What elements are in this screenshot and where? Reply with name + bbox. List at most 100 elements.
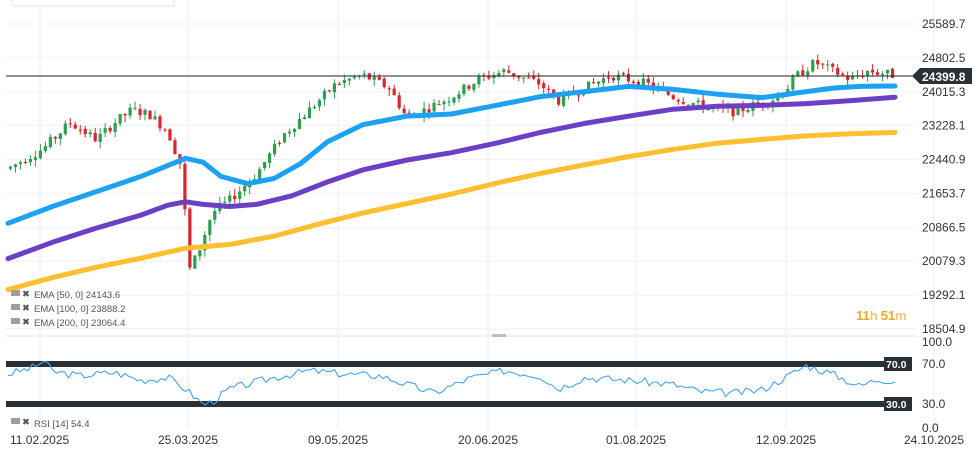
rsi-level-30-tag: 30.0: [884, 397, 912, 411]
candle-body: [611, 77, 616, 81]
rsi-pane: 70.0 30.0 100.0 70.0 30.0 0.0 ✖ RSI [14]…: [6, 335, 952, 435]
candle-body: [322, 90, 327, 100]
candle-body: [527, 77, 531, 79]
legend-item-ema-200[interactable]: ✖ EMA [200, 0] 23064.4: [11, 317, 125, 329]
candle-body: [691, 103, 695, 106]
y-tick-label: 21653.7: [922, 186, 966, 200]
list-icon[interactable]: [11, 318, 20, 324]
candle-body: [133, 107, 137, 109]
list-icon[interactable]: [11, 304, 20, 310]
candle-body: [53, 137, 57, 139]
candle-body: [681, 101, 685, 104]
candle-body: [756, 102, 760, 104]
ema-line-1: [5, 94, 898, 262]
candle-body: [163, 129, 167, 131]
candle-body: [233, 195, 237, 200]
candle-body: [173, 140, 177, 154]
candle-body: [183, 163, 187, 210]
candle-body: [297, 118, 302, 129]
candle-body: [382, 78, 386, 88]
close-icon[interactable]: ✖: [22, 317, 30, 328]
candle-body: [198, 250, 202, 257]
candle-body: [158, 116, 162, 129]
rsi-legend-value: 54.4: [71, 419, 90, 430]
candle-body: [741, 105, 745, 112]
candle-body: [18, 162, 23, 165]
candle-body: [487, 76, 491, 79]
candle-body: [228, 195, 232, 202]
candle-body: [48, 137, 52, 147]
y-tick-label: 19292.1: [922, 288, 966, 302]
candle-body: [258, 169, 262, 180]
candle-body: [123, 113, 127, 116]
candle-body: [377, 76, 381, 80]
candle-body: [671, 95, 675, 100]
candle-body: [776, 97, 780, 101]
candle-body: [432, 102, 436, 112]
candle-body: [387, 88, 391, 90]
candle-body: [168, 129, 172, 141]
pane-resize-handle[interactable]: [492, 334, 506, 337]
candle-body: [442, 101, 446, 105]
svg-text:EMA [100, 0] 23888.2: EMA [100, 0] 23888.2: [34, 304, 125, 315]
legend-item-ema-100[interactable]: ✖ EMA [100, 0] 23888.2: [11, 303, 125, 315]
candle-body: [427, 109, 431, 113]
x-tick-label: 12.09.2025: [756, 433, 816, 447]
candle-body: [562, 93, 566, 106]
x-tick-label: 09.05.2025: [308, 433, 368, 447]
close-icon[interactable]: ✖: [22, 417, 30, 428]
candle-body: [626, 74, 631, 82]
y-tick-label: 22440.9: [922, 153, 966, 167]
candle-body: [337, 84, 341, 86]
svg-text:EMA [50, 0] 24143.6: EMA [50, 0] 24143.6: [34, 290, 120, 301]
legend-name: EMA: [34, 290, 55, 301]
candle-body: [821, 63, 825, 65]
close-icon[interactable]: ✖: [22, 303, 30, 314]
candle-body: [63, 123, 67, 135]
last-price-value: 24399.8: [922, 70, 966, 84]
rsi-level-70-tag: 70.0: [884, 357, 912, 371]
candle-body: [327, 90, 332, 92]
candle-body: [621, 73, 626, 75]
candle-body: [497, 72, 501, 77]
y-tick-label: 20079.3: [922, 254, 966, 268]
list-icon[interactable]: [11, 418, 20, 424]
candle-body: [646, 78, 650, 83]
candle-body: [736, 106, 740, 115]
candle-body: [641, 78, 645, 86]
candle-body: [542, 83, 546, 89]
candle-body: [606, 77, 611, 79]
candle-body: [452, 97, 456, 103]
legend-item-ema-50[interactable]: ✖ EMA [50, 0] 24143.6: [11, 289, 120, 301]
candle-body: [507, 70, 511, 73]
candle-body: [397, 95, 401, 108]
candle-body: [103, 128, 107, 133]
candle-body: [108, 128, 112, 132]
last-price-tag: 24399.8: [912, 68, 972, 84]
candle-body: [148, 110, 152, 120]
rsi-legend-name: RSI: [34, 419, 50, 430]
rsi-y-100: 100.0: [922, 335, 952, 349]
candle-body: [33, 157, 38, 160]
close-icon[interactable]: ✖: [22, 289, 30, 300]
candle-body: [128, 107, 132, 116]
legend-value: 23064.4: [91, 318, 125, 329]
candle-body: [307, 107, 312, 119]
y-tick-label: 20866.5: [922, 220, 966, 234]
candle-body: [317, 100, 322, 107]
legend-name: EMA: [34, 304, 55, 315]
candle-body: [885, 69, 890, 74]
ema-legend: ✖ EMA [50, 0] 24143.6 ✖ EMA [100, 0] 238…: [11, 289, 125, 329]
candle-body: [193, 255, 197, 269]
list-icon[interactable]: [11, 290, 20, 296]
search-box[interactable]: [11, 0, 175, 7]
legend-value: 24143.6: [86, 290, 120, 301]
candle-countdown: 11h 51m: [856, 308, 907, 323]
candle-body: [890, 68, 895, 78]
candle-body: [78, 129, 82, 131]
y-tick-label: 18504.9: [922, 322, 966, 336]
candle-body: [731, 106, 735, 117]
candle-body: [846, 75, 850, 80]
x-tick-label: 20.06.2025: [458, 433, 518, 447]
